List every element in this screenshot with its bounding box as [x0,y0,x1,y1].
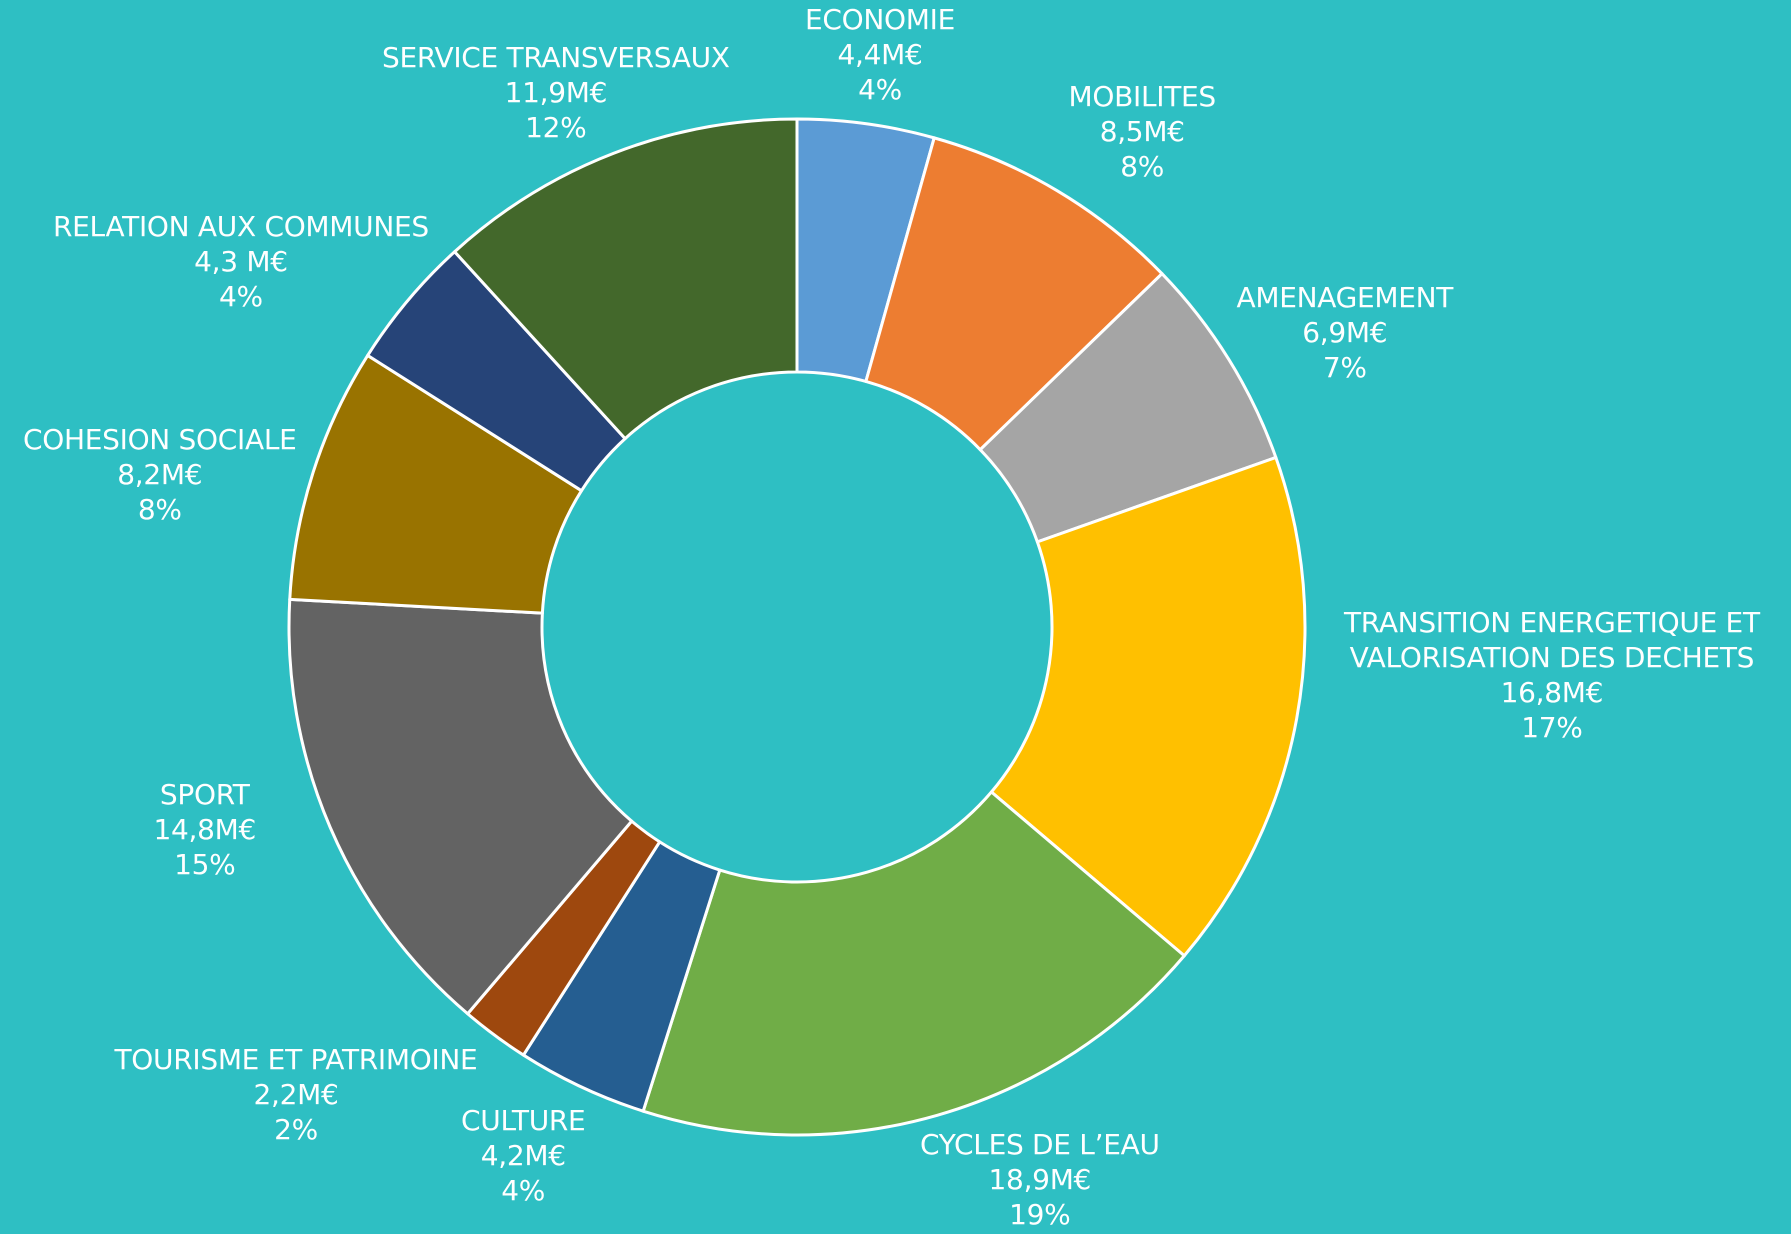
label-service-name: SERVICE TRANSVERSAUX [382,40,730,75]
label-mobilites: MOBILITES 8,5M€ 8% [1069,79,1216,184]
label-transition: TRANSITION ENERGETIQUE ET VALORISATION DE… [1344,605,1760,745]
label-tourisme-value: 2,2M€ [115,1077,478,1112]
label-amenagement: AMENAGEMENT 6,9M€ 7% [1237,280,1454,385]
label-economie: ECONOMIE 4,4M€ 4% [805,2,955,107]
label-mobilites-name: MOBILITES [1069,79,1216,114]
label-relation: RELATION AUX COMMUNES 4,3 M€ 4% [53,209,429,314]
label-cycles-name: CYCLES DE L’EAU [920,1127,1160,1162]
label-transition-name: TRANSITION ENERGETIQUE ET [1344,605,1760,640]
label-transition-percent: 17% [1344,710,1760,745]
label-mobilites-value: 8,5M€ [1069,114,1216,149]
label-mobilites-percent: 8% [1069,149,1216,184]
label-amenagement-value: 6,9M€ [1237,315,1454,350]
label-cohesion: COHESION SOCIALE 8,2M€ 8% [23,422,297,527]
label-culture-percent: 4% [461,1173,585,1208]
label-sport-percent: 15% [154,847,257,882]
label-cycles-value: 18,9M€ [920,1162,1160,1197]
label-amenagement-percent: 7% [1237,350,1454,385]
label-culture: CULTURE 4,2M€ 4% [461,1103,585,1208]
label-economie-value: 4,4M€ [805,37,955,72]
label-sport: SPORT 14,8M€ 15% [154,777,257,882]
label-cycles-percent: 19% [920,1197,1160,1232]
label-service-value: 11,9M€ [382,75,730,110]
label-transition-name: VALORISATION DES DECHETS [1344,640,1760,675]
label-amenagement-name: AMENAGEMENT [1237,280,1454,315]
label-economie-name: ECONOMIE [805,2,955,37]
label-culture-value: 4,2M€ [461,1138,585,1173]
label-relation-value: 4,3 M€ [53,244,429,279]
label-economie-percent: 4% [805,72,955,107]
label-culture-name: CULTURE [461,1103,585,1138]
label-cohesion-name: COHESION SOCIALE [23,422,297,457]
label-cohesion-percent: 8% [23,492,297,527]
label-tourisme-percent: 2% [115,1112,478,1147]
label-transition-value: 16,8M€ [1344,675,1760,710]
label-sport-name: SPORT [154,777,257,812]
label-service-percent: 12% [382,110,730,145]
label-cycles: CYCLES DE L’EAU 18,9M€ 19% [920,1127,1160,1232]
label-tourisme-name: TOURISME ET PATRIMOINE [115,1042,478,1077]
label-tourisme: TOURISME ET PATRIMOINE 2,2M€ 2% [115,1042,478,1147]
label-service: SERVICE TRANSVERSAUX 11,9M€ 12% [382,40,730,145]
label-relation-name: RELATION AUX COMMUNES [53,209,429,244]
label-sport-value: 14,8M€ [154,812,257,847]
label-cohesion-value: 8,2M€ [23,457,297,492]
label-relation-percent: 4% [53,279,429,314]
